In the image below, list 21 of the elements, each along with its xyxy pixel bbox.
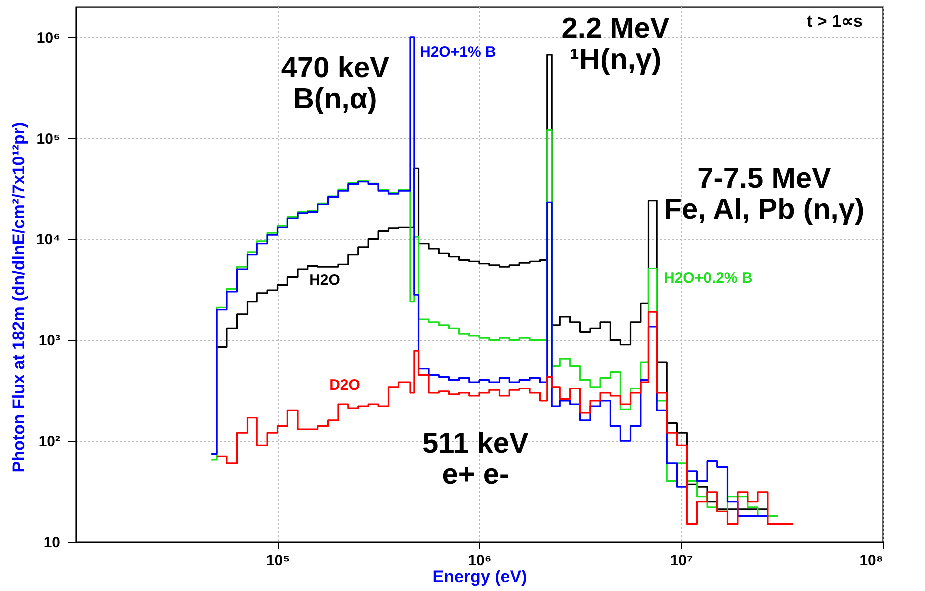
y-tick-label: 10² bbox=[38, 434, 60, 451]
x-tick-label: 10⁷ bbox=[670, 552, 694, 570]
annotation: 511 keV e+ e- bbox=[422, 428, 530, 492]
annotation: 470 keV B(n,α) bbox=[281, 52, 390, 116]
series-label: H2O+1% B bbox=[420, 44, 496, 61]
annotation: 2.2 MeV ¹H(n,γ) bbox=[562, 12, 670, 76]
y-tick-label: 10⁵ bbox=[36, 130, 60, 148]
y-tick-label: 10 bbox=[44, 534, 60, 552]
annotation: 7-7.5 MeV Fe, Al, Pb (n,γ) bbox=[664, 162, 865, 226]
series-label: H2O bbox=[310, 272, 341, 289]
y-tick-label: 10⁴ bbox=[36, 232, 60, 249]
x-tick-label: 10⁸ bbox=[860, 552, 884, 570]
y-tick-label: 10³ bbox=[38, 332, 60, 350]
y-axis-title: Photon Flux at 182m (dn/dlnE/cm²/7x10¹²pr) bbox=[10, 122, 28, 473]
annotation: t > 1∝s bbox=[807, 12, 863, 31]
x-tick-label: 10⁶ bbox=[468, 552, 492, 570]
x-axis-title: Energy (eV) bbox=[432, 568, 528, 586]
y-tick-label: 10⁶ bbox=[36, 30, 60, 47]
x-tick-label: 10⁵ bbox=[266, 552, 290, 570]
series-label: D2O bbox=[330, 377, 361, 394]
series-label: H2O+0.2% B bbox=[664, 270, 753, 287]
